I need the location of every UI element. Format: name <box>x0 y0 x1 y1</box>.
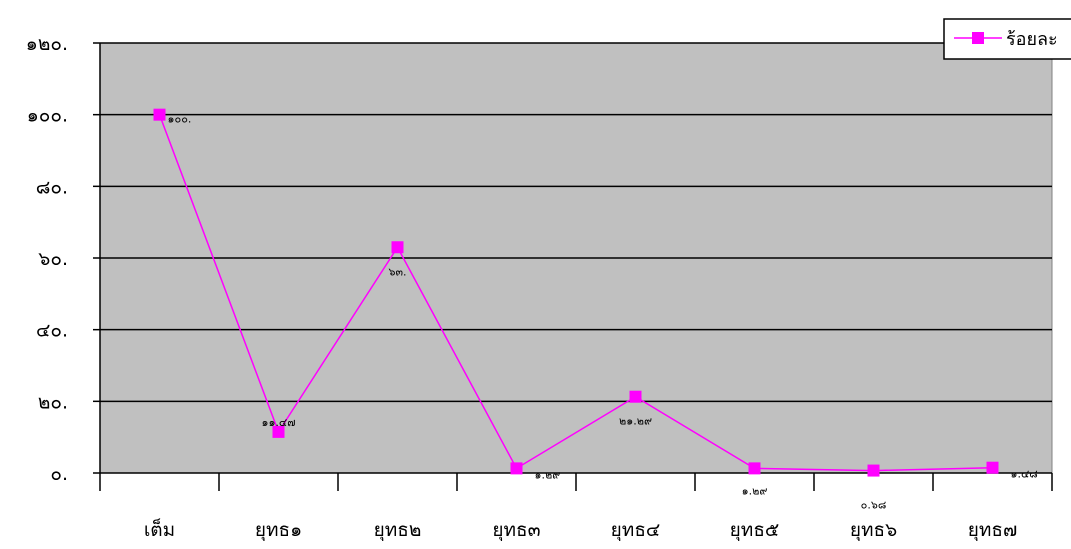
x-category-label-1: ยุทธ๑ <box>255 519 302 542</box>
data-point-0 <box>153 108 166 121</box>
x-axis-ticks: เต็ม ยุทธ๑ ยุทธ๒ ยุทธ๓ ยุทธ๔ ยุทธ๕ ยุทธ๖ ยุทธ๗ <box>99 473 1053 542</box>
data-point-5 <box>748 462 761 475</box>
legend: ร้อยละ <box>943 18 1071 60</box>
y-tick-label-1: ๒๐. <box>38 391 68 413</box>
y-tick-label-4: ๘๐. <box>36 176 68 198</box>
series-group <box>153 108 999 477</box>
y-tick-label-5: ๑๐๐. <box>27 105 68 127</box>
x-category-label-4: ยุทธ๔ <box>611 519 661 542</box>
gridlines <box>100 42 1052 403</box>
data-label-0: ๑๐๐. <box>168 113 192 126</box>
data-label-4: ๒๑.๒๙ <box>619 415 652 428</box>
legend-marker <box>972 32 984 44</box>
data-point-7 <box>986 461 999 474</box>
data-point-4 <box>629 390 642 403</box>
data-label-6: ๐.๖๘ <box>861 499 887 512</box>
data-point-6 <box>867 464 880 477</box>
y-tick-label-3: ๖๐. <box>38 248 68 270</box>
x-category-label-0: เต็ม <box>144 517 175 541</box>
data-label-3: ๑.๒๙ <box>535 468 561 481</box>
data-point-2 <box>391 241 404 254</box>
y-tick-label-6: ๑๒๐. <box>26 33 68 55</box>
series-line-0 <box>158 114 993 472</box>
x-category-label-5: ยุทธ๕ <box>730 519 780 542</box>
y-tick-label-2: ๔๐. <box>36 320 68 342</box>
x-category-label-6: ยุทธ๖ <box>850 519 897 542</box>
data-point-1 <box>272 425 285 438</box>
data-label-2: ๖๓. <box>389 265 407 278</box>
y-axis-ticks: ๐. ๒๐. ๔๐. ๖๐. ๘๐. ๑๐๐. ๑๒๐. <box>26 33 100 485</box>
y-tick-label-0: ๐. <box>50 463 68 485</box>
legend-box <box>943 18 1071 60</box>
data-label-1: ๑๑.๔๗ <box>261 416 295 429</box>
data-labels: ๑๐๐. ๑๑.๔๗ ๖๓. ๑.๒๙ ๒๑.๒๙๑.๒๙๐.๖๘ ๑.๔๘ <box>168 113 1038 512</box>
data-point-3 <box>510 462 523 475</box>
data-label-7: ๑.๔๘ <box>1011 468 1038 481</box>
data-label-5: ๑.๒๙ <box>742 484 768 497</box>
x-category-label-3: ยุทธ๓ <box>492 519 540 542</box>
legend-label: ร้อยละ <box>1006 29 1058 50</box>
x-category-label-2: ยุทธ๒ <box>374 519 422 542</box>
x-category-label-7: ยุทธ๗ <box>968 519 1018 542</box>
